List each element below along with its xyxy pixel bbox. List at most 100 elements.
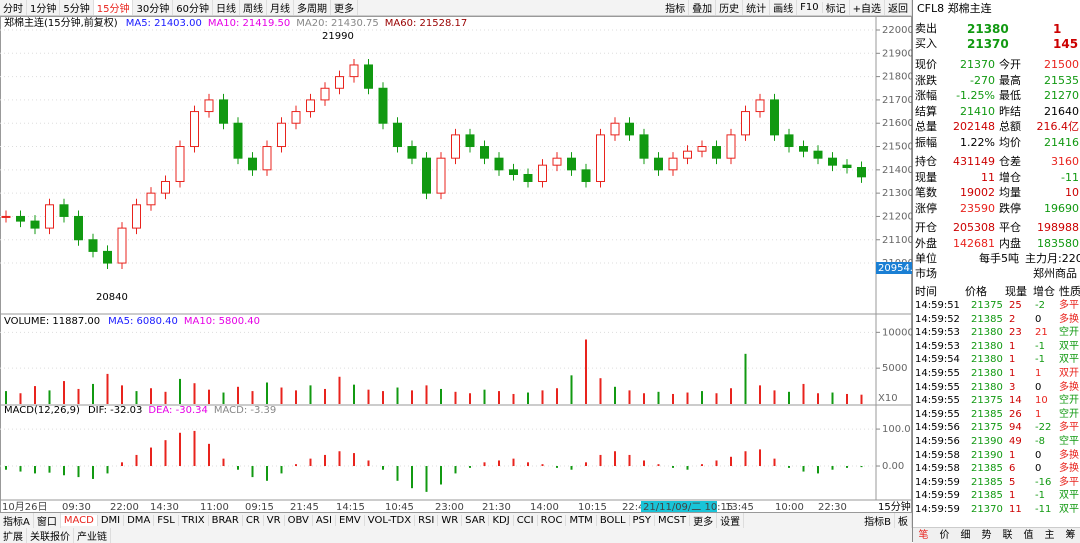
indicator-tab[interactable]: MACD bbox=[60, 515, 98, 526]
panel-icon[interactable]: 筹 bbox=[1065, 530, 1076, 541]
panel-icon[interactable]: 主 bbox=[1044, 530, 1055, 541]
y-tick-label: 0.00 bbox=[882, 461, 904, 472]
period-tab[interactable]: 30分钟 bbox=[133, 0, 174, 15]
footer-tab[interactable]: 产业链 bbox=[74, 528, 111, 543]
period-tab[interactable]: 1分钟 bbox=[27, 0, 61, 15]
trade-cell: 25 bbox=[1009, 300, 1022, 311]
indicator-tab[interactable]: BRAR bbox=[209, 515, 243, 526]
indicator-tab[interactable]: ASI bbox=[313, 515, 336, 526]
indicator-tab[interactable]: OBV bbox=[285, 515, 313, 526]
indicator-tab[interactable]: 板 bbox=[895, 513, 912, 528]
tool-button[interactable]: 指标 bbox=[662, 0, 690, 15]
legend-item: MA60: 21528.17 bbox=[385, 18, 467, 29]
indicator-tab[interactable]: 窗口 bbox=[34, 513, 61, 528]
trade-cell: 21390 bbox=[971, 449, 1003, 461]
period-tab[interactable]: 多周期 bbox=[294, 0, 331, 15]
macd-bar bbox=[527, 462, 529, 467]
period-tab[interactable]: 15分钟 bbox=[93, 0, 134, 15]
candle-body bbox=[277, 122, 286, 148]
panel-icon[interactable]: 联 bbox=[1002, 530, 1013, 541]
volume-bar bbox=[570, 375, 573, 404]
macd-bar bbox=[280, 466, 283, 474]
macd-bar bbox=[353, 453, 355, 467]
indicator-tab[interactable]: WR bbox=[438, 515, 463, 526]
volume-bar bbox=[425, 385, 428, 404]
indicator-tab[interactable]: VOL-TDX bbox=[365, 515, 416, 526]
indicator-tab[interactable]: EMV bbox=[336, 515, 365, 526]
tool-button[interactable]: 统计 bbox=[743, 0, 771, 15]
y-tick-label: 10000 bbox=[882, 327, 912, 338]
period-tab[interactable]: 分时 bbox=[0, 0, 27, 15]
trade-cell: 14 bbox=[1009, 395, 1022, 407]
panel-icon[interactable]: 细 bbox=[960, 530, 971, 541]
trade-cell: -1 bbox=[1035, 490, 1045, 502]
macd-bar bbox=[367, 460, 370, 467]
period-tab[interactable]: 更多 bbox=[331, 0, 358, 15]
panel-icon[interactable]: 笔 bbox=[918, 530, 929, 541]
indicator-tab[interactable]: MCST bbox=[655, 515, 691, 526]
unit-value: 每手5吨 bbox=[979, 252, 1019, 265]
indicator-tab[interactable]: 指标B bbox=[861, 513, 895, 528]
tool-button[interactable]: 叠加 bbox=[689, 0, 717, 15]
book-price: 21370 bbox=[967, 37, 1009, 51]
volume-bar bbox=[106, 373, 109, 404]
period-tab[interactable]: 周线 bbox=[240, 0, 267, 15]
candle-body bbox=[117, 227, 127, 264]
indicator-tab[interactable]: BOLL bbox=[597, 515, 630, 526]
tool-button[interactable]: 标记 bbox=[823, 0, 850, 15]
time-label: 10:00 bbox=[775, 502, 804, 513]
quote-value: 10 bbox=[1065, 186, 1079, 199]
panel-icon[interactable]: 价 bbox=[939, 530, 950, 541]
tool-button[interactable]: 返回 bbox=[885, 0, 912, 15]
period-tab[interactable]: 日线 bbox=[213, 0, 240, 15]
candle-body bbox=[204, 99, 214, 113]
trade-cell: 1 bbox=[1009, 340, 1016, 352]
indicator-tab[interactable]: FSL bbox=[154, 515, 179, 526]
indicator-tab[interactable]: 指标A bbox=[0, 513, 34, 528]
main-contract: 主力月:2201 bbox=[1025, 252, 1080, 265]
indicator-tab[interactable]: CCI bbox=[514, 515, 538, 526]
indicator-tab[interactable]: RSI bbox=[415, 515, 439, 526]
candle-body bbox=[16, 215, 25, 222]
trade-cell: 21380 bbox=[971, 354, 1003, 366]
panel-icon[interactable]: 值 bbox=[1023, 530, 1034, 541]
indicator-tab[interactable]: 更多 bbox=[690, 513, 718, 528]
volume-bar bbox=[788, 391, 790, 404]
indicator-tab[interactable]: DMI bbox=[98, 515, 125, 526]
indicator-tab[interactable]: 设置 bbox=[717, 513, 745, 528]
volume-bar bbox=[280, 387, 283, 404]
tool-button[interactable]: +自选 bbox=[850, 0, 885, 15]
tool-button[interactable]: 画线 bbox=[770, 0, 798, 15]
indicator-tab[interactable]: CR bbox=[243, 515, 264, 526]
indicator-tab[interactable]: SAR bbox=[462, 515, 490, 526]
quote-value: 202148 bbox=[953, 120, 995, 133]
footer-tab[interactable]: 关联报价 bbox=[27, 528, 74, 543]
macd-bar bbox=[483, 462, 486, 467]
macd-bar bbox=[34, 466, 36, 474]
indicator-tab[interactable]: ROC bbox=[538, 515, 567, 526]
volume-bar bbox=[585, 339, 587, 404]
volume-bar bbox=[498, 391, 500, 404]
period-tab[interactable]: 60分钟 bbox=[173, 0, 213, 15]
panel-icon[interactable]: 势 bbox=[981, 530, 992, 541]
indicator-tab[interactable]: DMA bbox=[124, 515, 155, 526]
y-tick-label: 21300 bbox=[882, 188, 912, 199]
macd-bar bbox=[92, 466, 94, 479]
price-marker: 20954.5 bbox=[878, 263, 912, 274]
period-tab[interactable]: 月线 bbox=[267, 0, 294, 15]
indicator-tab[interactable]: MTM bbox=[566, 515, 597, 526]
tool-button[interactable]: F10 bbox=[797, 2, 823, 13]
indicator-tab[interactable]: PSY bbox=[630, 515, 656, 526]
indicator-tab[interactable]: KDJ bbox=[489, 515, 514, 526]
footer-tab[interactable]: 扩展 bbox=[0, 528, 27, 543]
quote-value: 19690 bbox=[1044, 201, 1079, 215]
candle-body bbox=[161, 180, 170, 194]
macd-bar bbox=[759, 449, 761, 467]
indicator-tab[interactable]: TRIX bbox=[179, 515, 209, 526]
indicator-tab[interactable]: VR bbox=[264, 515, 285, 526]
volume-bar bbox=[266, 382, 268, 404]
period-tab[interactable]: 5分钟 bbox=[60, 0, 94, 15]
trade-cell: 21 bbox=[1035, 327, 1048, 339]
legend-item: MACD: -3.39 bbox=[214, 405, 276, 416]
tool-button[interactable]: 历史 bbox=[716, 0, 744, 15]
